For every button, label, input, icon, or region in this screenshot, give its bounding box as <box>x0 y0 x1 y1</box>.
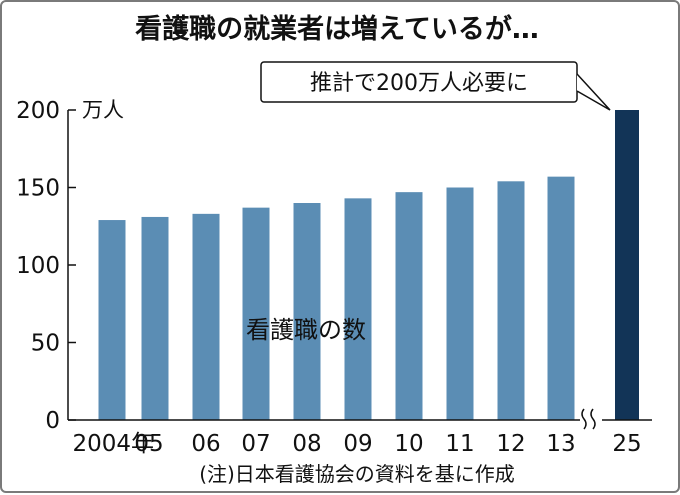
y-tick-label: 0 <box>45 408 60 434</box>
callout-pointer <box>576 73 611 111</box>
x-tick-label: 2004年 <box>72 431 154 457</box>
bar <box>192 213 220 420</box>
bar-projection <box>615 110 639 420</box>
x-tick-label: 10 <box>394 431 423 457</box>
y-axis-unit: 万人 <box>82 98 124 122</box>
x-tick-label: 13 <box>546 431 575 457</box>
callout-text: 推計で200万人必要に <box>310 71 528 96</box>
y-axis: 0 50 100 150 200 <box>16 98 76 434</box>
source-note: (注)日本看護協会の資料を基に作成 <box>199 462 515 486</box>
x-tick-label: 11 <box>445 431 474 457</box>
bar <box>141 216 169 420</box>
bar <box>547 176 575 420</box>
axis-break-mark <box>581 408 596 430</box>
x-tick-label: 07 <box>241 431 270 457</box>
x-tick-label: 25 <box>612 431 641 457</box>
chart-title: 看護職の就業者は増えているが… <box>135 13 539 45</box>
bar <box>98 220 126 420</box>
x-tick-label: 08 <box>292 431 321 457</box>
bar <box>293 203 321 420</box>
bar <box>344 198 372 420</box>
bar <box>497 181 525 420</box>
series-label: 看護職の数 <box>246 316 366 344</box>
bar <box>242 207 270 420</box>
bars <box>98 110 639 420</box>
x-tick-label: 09 <box>343 431 372 457</box>
y-tick-label: 150 <box>16 176 60 202</box>
bar <box>446 187 474 420</box>
x-tick-label: 05 <box>134 431 163 457</box>
y-tick-label: 200 <box>16 98 60 124</box>
y-tick-label: 100 <box>16 253 60 279</box>
bar <box>395 192 423 420</box>
y-tick-label: 50 <box>31 331 60 357</box>
callout: 推計で200万人必要に <box>260 61 611 111</box>
x-tick-label: 12 <box>496 431 525 457</box>
x-tick-label: 06 <box>191 431 220 457</box>
